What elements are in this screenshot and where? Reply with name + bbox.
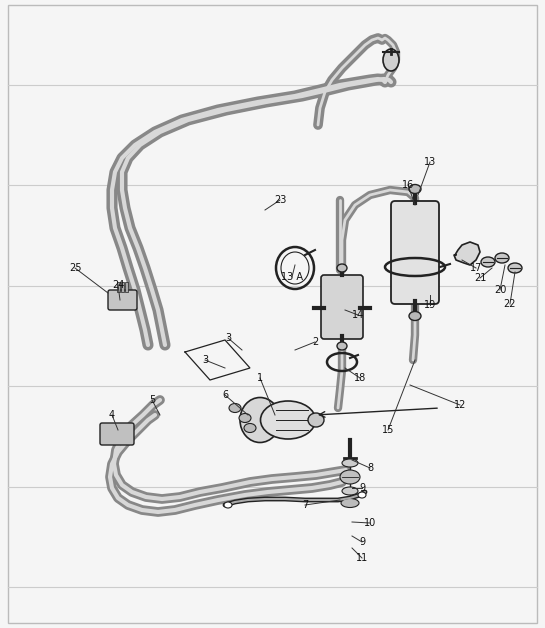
Text: 6: 6	[222, 390, 228, 400]
FancyBboxPatch shape	[100, 423, 134, 445]
Text: 5: 5	[149, 395, 155, 405]
Text: 14: 14	[352, 310, 364, 320]
Text: 13 A: 13 A	[281, 272, 303, 282]
Ellipse shape	[337, 264, 347, 272]
Ellipse shape	[337, 342, 347, 350]
Text: 15: 15	[382, 425, 394, 435]
Ellipse shape	[308, 413, 324, 427]
Text: 3: 3	[225, 333, 231, 343]
Ellipse shape	[240, 398, 280, 443]
Text: 18: 18	[354, 373, 366, 383]
Text: 7: 7	[302, 500, 308, 510]
Ellipse shape	[261, 401, 316, 439]
Text: 23: 23	[274, 195, 286, 205]
Text: 10: 10	[364, 518, 376, 528]
FancyBboxPatch shape	[391, 201, 439, 304]
Text: 16: 16	[402, 180, 414, 190]
Text: 8: 8	[367, 463, 373, 473]
Text: 9: 9	[359, 483, 365, 493]
FancyBboxPatch shape	[321, 275, 363, 339]
Text: 2: 2	[312, 337, 318, 347]
Text: 19: 19	[424, 300, 436, 310]
Ellipse shape	[341, 499, 359, 507]
Text: 22: 22	[504, 299, 516, 309]
Ellipse shape	[409, 311, 421, 320]
Text: 12: 12	[454, 400, 466, 410]
Bar	[125, 282, 128, 292]
Ellipse shape	[340, 470, 360, 484]
Text: 1: 1	[257, 373, 263, 383]
Ellipse shape	[239, 413, 251, 423]
Ellipse shape	[495, 253, 509, 263]
Ellipse shape	[342, 487, 358, 495]
Bar	[117, 282, 120, 292]
Ellipse shape	[481, 257, 495, 267]
Polygon shape	[454, 242, 480, 265]
Bar	[121, 282, 124, 292]
Ellipse shape	[358, 492, 366, 498]
Text: 24: 24	[112, 280, 124, 290]
Ellipse shape	[342, 459, 358, 467]
Text: 13: 13	[424, 157, 436, 167]
Text: 3: 3	[202, 355, 208, 365]
Ellipse shape	[383, 49, 399, 71]
Text: 21: 21	[474, 273, 486, 283]
Text: 11: 11	[356, 553, 368, 563]
Ellipse shape	[508, 263, 522, 273]
Text: 25: 25	[69, 263, 81, 273]
Text: 17: 17	[470, 263, 482, 273]
Ellipse shape	[409, 185, 421, 193]
FancyBboxPatch shape	[108, 290, 137, 310]
Text: 9: 9	[359, 537, 365, 547]
Text: 4: 4	[109, 410, 115, 420]
Ellipse shape	[244, 423, 256, 433]
Ellipse shape	[224, 502, 232, 508]
Text: 20: 20	[494, 285, 506, 295]
Ellipse shape	[229, 404, 241, 413]
